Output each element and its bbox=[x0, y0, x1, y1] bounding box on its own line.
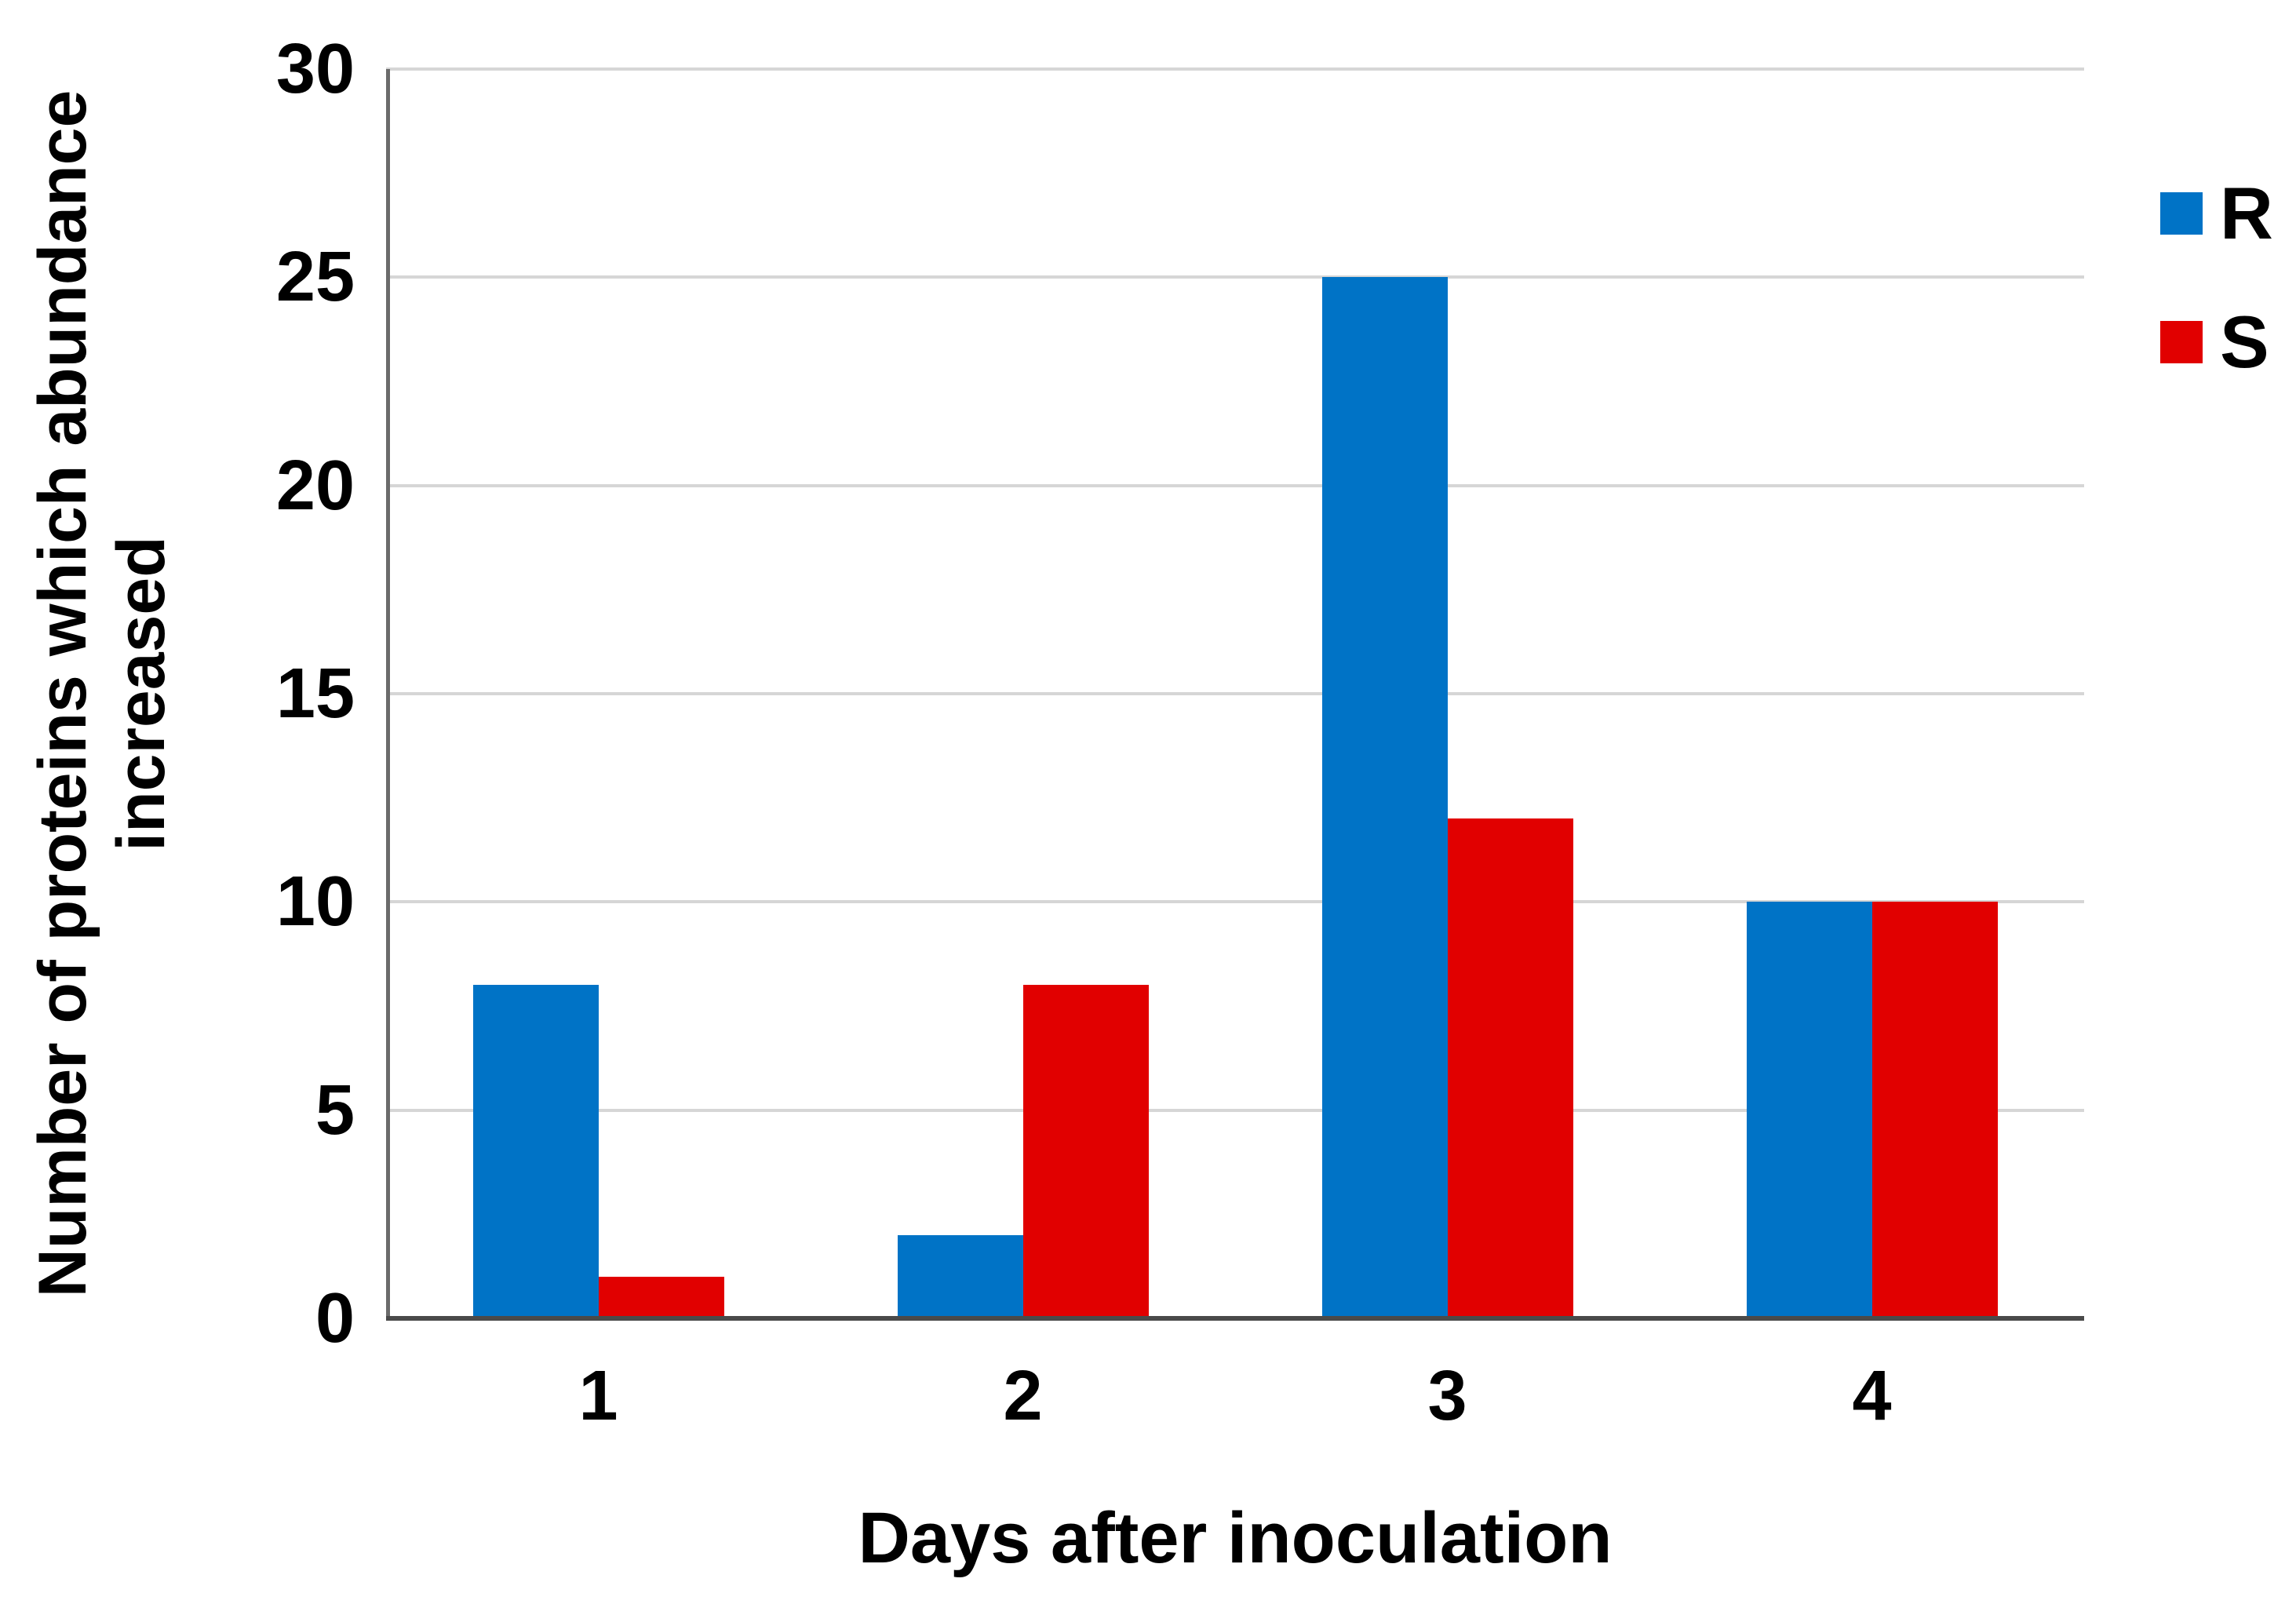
y-tick-label-20: 20 bbox=[275, 446, 355, 525]
bar-r-day-4 bbox=[1746, 902, 1872, 1318]
y-tick-label-25: 25 bbox=[275, 238, 355, 317]
y-tick-label-0: 0 bbox=[315, 1279, 355, 1358]
gridline-25 bbox=[386, 275, 2084, 279]
gridline-5 bbox=[386, 1108, 2084, 1112]
bar-r-day-1 bbox=[472, 985, 599, 1318]
bar-r-day-2 bbox=[897, 1234, 1023, 1318]
gridline-15 bbox=[386, 692, 2084, 695]
x-tick-label-2: 2 bbox=[1003, 1357, 1043, 1435]
y-tick-label-15: 15 bbox=[275, 654, 355, 733]
legend-label-s: S bbox=[2220, 301, 2269, 383]
bar-group-day-1 bbox=[386, 69, 811, 1318]
legend-entry-s: S bbox=[2160, 300, 2273, 385]
y-tick-label-5: 5 bbox=[315, 1070, 355, 1150]
plot-area bbox=[386, 67, 2084, 1321]
bar-group-day-4 bbox=[1660, 69, 2084, 1318]
bar-s-day-1 bbox=[598, 1276, 724, 1318]
x-tick-label-1: 1 bbox=[578, 1357, 618, 1435]
legend-swatch-r bbox=[2160, 192, 2203, 235]
bar-r-day-3 bbox=[1321, 277, 1448, 1318]
y-tick-label-10: 10 bbox=[275, 862, 355, 942]
gridline-30 bbox=[386, 67, 2084, 71]
bar-s-day-3 bbox=[1447, 818, 1573, 1318]
gridline-10 bbox=[386, 900, 2084, 904]
gridline-20 bbox=[386, 483, 2084, 487]
bar-s-day-4 bbox=[1871, 902, 1998, 1318]
x-tick-label-3: 3 bbox=[1427, 1357, 1467, 1435]
legend-swatch-s bbox=[2160, 321, 2203, 363]
bar-group-day-3 bbox=[1235, 69, 1660, 1318]
x-axis-title: Days after inoculation bbox=[858, 1498, 1613, 1578]
bar-s-day-2 bbox=[1022, 985, 1149, 1318]
x-tick-label-4: 4 bbox=[1852, 1357, 1892, 1435]
y-tick-label-30: 30 bbox=[275, 30, 355, 108]
bars-layer bbox=[386, 69, 2084, 1318]
bar-group-day-2 bbox=[811, 69, 1235, 1318]
legend-label-r: R bbox=[2220, 172, 2273, 254]
y-axis-line bbox=[386, 69, 390, 1318]
x-axis-line bbox=[386, 1316, 2084, 1321]
legend-entry-r: R bbox=[2160, 171, 2273, 256]
